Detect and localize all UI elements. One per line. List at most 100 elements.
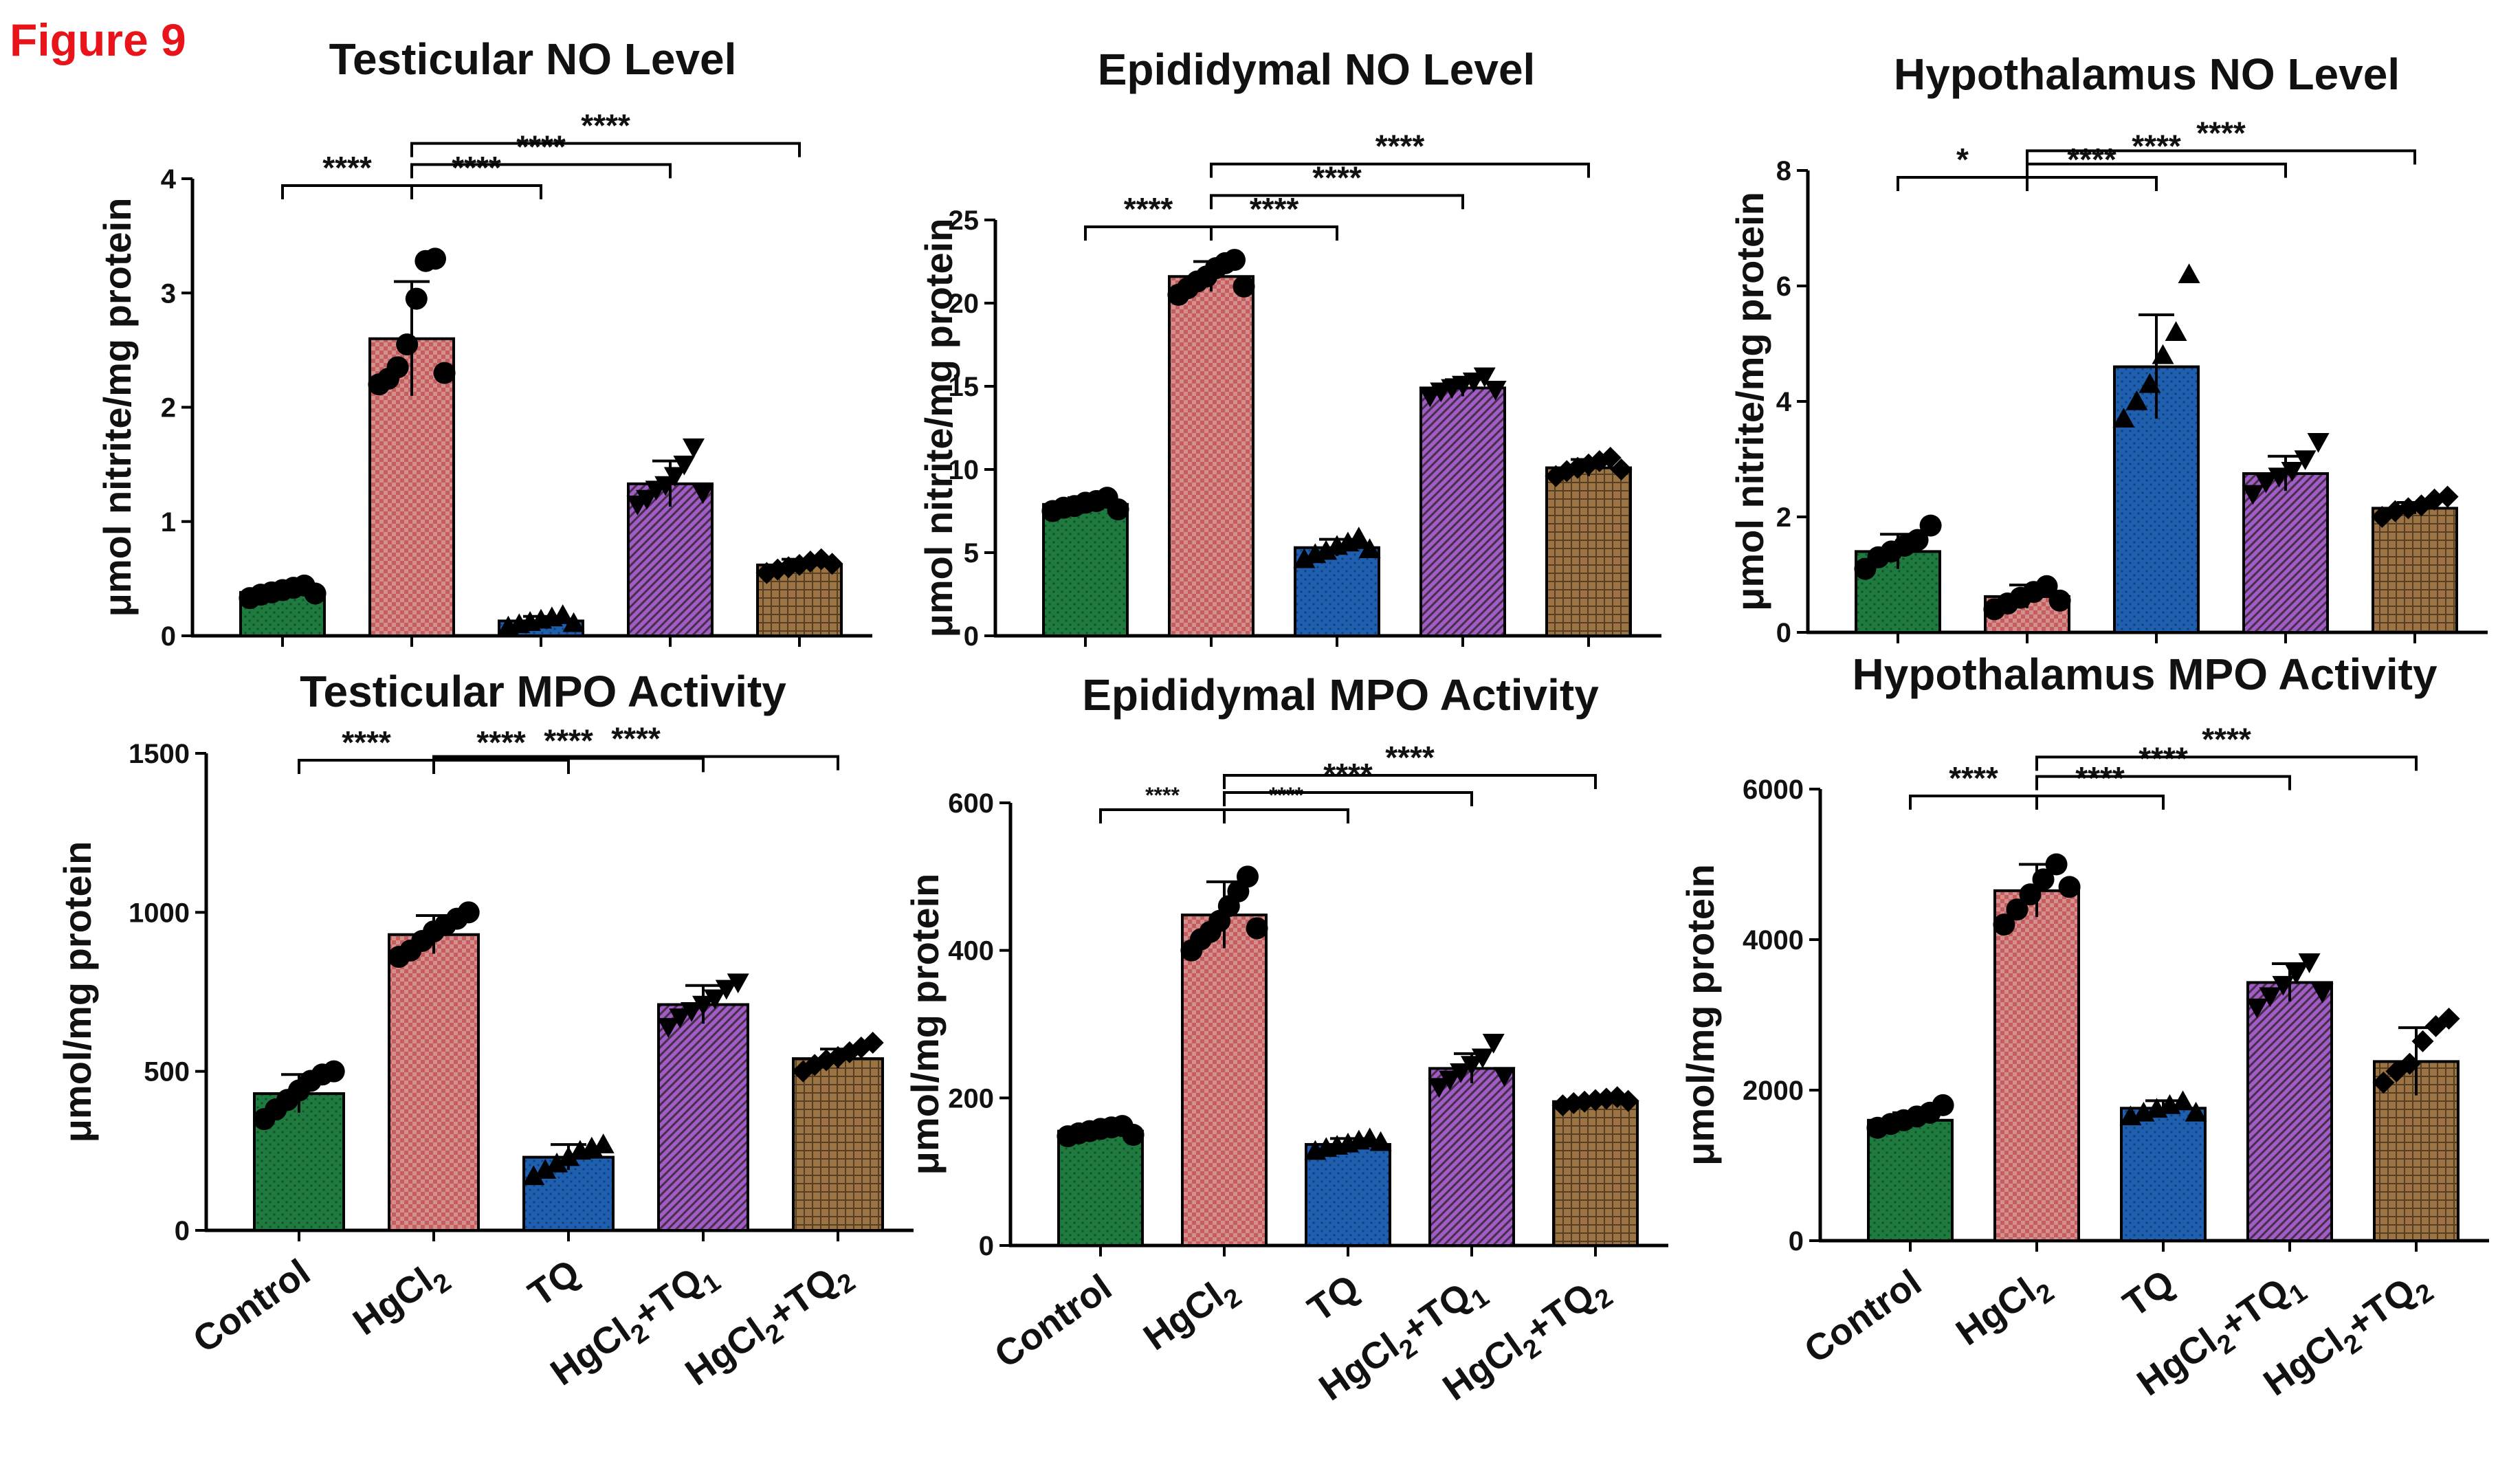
data-point	[2438, 1007, 2460, 1030]
chart-title: Hypothalamus NO Level	[1894, 49, 2400, 99]
x-category-label: Control	[186, 1252, 318, 1361]
x-category-label: HgCl2	[346, 1252, 456, 1350]
data-point	[1610, 458, 1633, 480]
significance-bracket	[432, 759, 570, 774]
data-point	[2035, 575, 2058, 597]
data-point	[1233, 275, 1255, 298]
y-tick-label: 0	[1776, 618, 1791, 648]
bar-hgcl2-tq2	[792, 1057, 884, 1232]
data-point	[692, 484, 714, 505]
data-point	[682, 438, 705, 458]
data-point	[703, 989, 726, 1010]
data-point	[522, 1165, 545, 1186]
bar-hgcl2	[1993, 889, 2080, 1242]
data-point	[657, 1018, 680, 1038]
significance-bracket	[2026, 149, 2416, 165]
data-point	[2112, 408, 2135, 428]
bar-tq	[1305, 1142, 1391, 1248]
data-point	[821, 553, 843, 575]
significance-label: ****	[2138, 741, 2188, 777]
data-point	[861, 1032, 884, 1054]
x-category-label: Control	[1797, 1262, 1929, 1371]
data-point	[405, 287, 428, 310]
bar-control	[1867, 1118, 1954, 1243]
y-tick-label: 2	[161, 393, 176, 423]
significance-bracket	[298, 759, 435, 774]
significance-label: ****	[516, 129, 566, 164]
data-point	[1246, 917, 1268, 940]
y-tick-label: 8	[1776, 156, 1791, 186]
x-category-label: TQ	[2116, 1262, 2182, 1325]
data-point	[1482, 1034, 1505, 1054]
data-point	[2165, 321, 2187, 341]
y-tick-label: 0	[161, 621, 176, 652]
data-point	[1107, 498, 1129, 521]
data-point	[2246, 998, 2268, 1019]
significance-bracket	[2026, 176, 2158, 191]
y-tick-label: 25	[949, 206, 980, 236]
data-point	[1236, 865, 1259, 888]
chart-hypothalamus-mpo-activity: Hypothalamus MPO Activity μmol/mg protein…	[1679, 650, 2489, 1410]
data-point	[2048, 589, 2071, 612]
data-point	[2311, 983, 2334, 1004]
y-tick-label: 4000	[1743, 925, 1804, 955]
significance-bracket	[410, 184, 542, 199]
data-point	[2436, 485, 2459, 508]
bar-hgcl2-tq2	[2372, 507, 2458, 634]
significance-bracket	[432, 755, 839, 771]
chart-epididymal-no-level: Epididymal NO Level μmol nitrite/mg prote…	[917, 45, 1661, 652]
y-tick-label: 15	[949, 372, 980, 402]
significance-label: ****	[322, 150, 372, 186]
significance-bracket	[1223, 774, 1597, 789]
data-point	[1347, 527, 1370, 547]
chart-title: Epididymal NO Level	[1098, 45, 1536, 94]
data-point	[562, 612, 585, 632]
significance-bracket	[1084, 225, 1213, 241]
significance-label: ****	[342, 724, 391, 760]
data-point	[2298, 953, 2321, 973]
y-axis-label: μmol nitrite/mg protein	[1728, 192, 1771, 611]
significance-label: ****	[1250, 191, 1299, 227]
significance-bracket	[1909, 795, 2038, 810]
significance-label: ****	[611, 721, 661, 757]
y-tick-label: 1	[161, 507, 176, 538]
data-point	[1484, 381, 1507, 401]
significance-bracket	[2035, 795, 2165, 810]
y-tick-label: 2	[1776, 502, 1791, 533]
data-point	[2372, 1072, 2395, 1094]
y-tick-label: 0	[964, 621, 979, 652]
data-point	[457, 901, 480, 924]
data-point	[1919, 514, 1942, 537]
data-point	[636, 489, 659, 510]
data-point	[2125, 390, 2148, 410]
y-tick-label: 20	[949, 289, 980, 319]
y-tick-label: 2000	[1743, 1076, 1804, 1106]
data-point	[1599, 447, 1622, 469]
chart-hypothalamus-no-level: Hypothalamus NO Level μmol nitrite/mg pro…	[1728, 49, 2488, 648]
y-axis-label: μmol nitrite/mg protein	[917, 219, 960, 638]
x-category-label: HgCl2+TQ2	[2256, 1262, 2439, 1410]
chart-title: Hypothalamus MPO Activity	[1852, 650, 2438, 699]
data-point	[2006, 898, 2029, 921]
significance-bracket	[410, 163, 672, 179]
x-category-label: TQ	[521, 1252, 587, 1315]
bar-hgcl2-tq1	[1428, 1067, 1515, 1248]
x-category-label: TQ	[1301, 1267, 1367, 1330]
significance-label: ****	[1124, 191, 1173, 227]
chart-title: Testicular MPO Activity	[300, 667, 786, 716]
chart-title: Testicular NO Level	[329, 34, 737, 84]
data-point	[2259, 987, 2281, 1008]
data-point	[433, 362, 456, 384]
data-point	[1932, 1094, 1954, 1116]
chart-epididymal-mpo-activity: Epididymal MPO Activity μmol/mg protein 0 2…	[903, 670, 1668, 1408]
bar-hgcl2-tq2	[1552, 1100, 1639, 1247]
significance-bracket	[281, 184, 413, 199]
bar-hgcl2	[1168, 275, 1255, 637]
significance-label: ****	[2067, 142, 2116, 177]
data-point	[1993, 913, 2015, 936]
y-tick-label: 200	[948, 1083, 994, 1114]
data-point	[681, 1001, 703, 1022]
y-tick-label: 0	[1789, 1226, 1804, 1256]
y-tick-label: 600	[948, 788, 994, 819]
